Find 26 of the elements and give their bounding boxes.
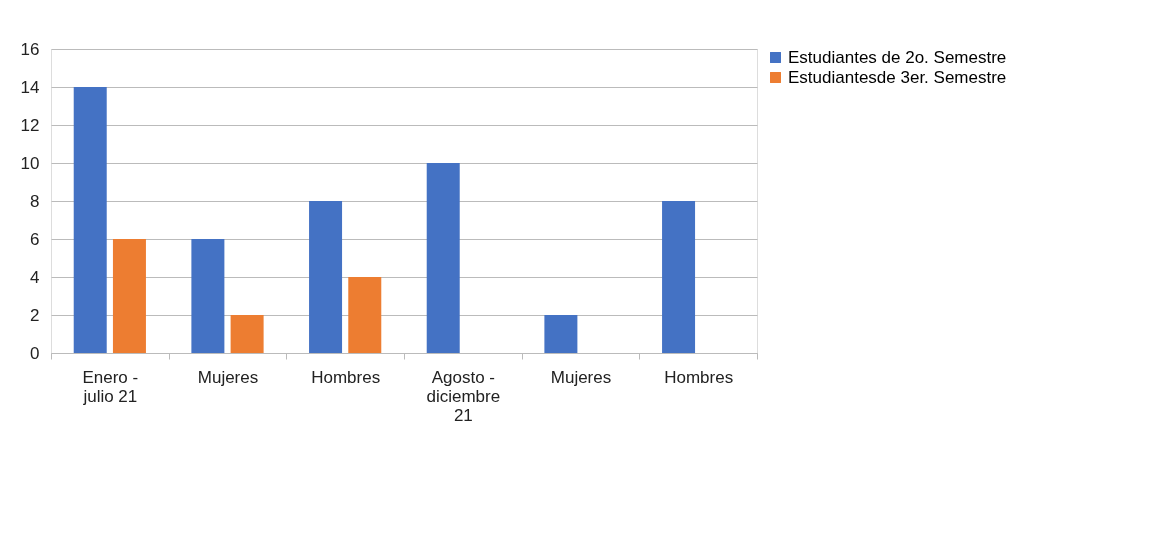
- x-tick-label: Hombres: [311, 367, 381, 387]
- y-tick-label: 8: [30, 191, 40, 211]
- x-tick-label: Agosto - diciembre 21: [426, 367, 501, 425]
- x-tick-label: Enero - julio 21: [82, 367, 139, 406]
- bar: [544, 315, 578, 353]
- y-tick-label: 12: [20, 115, 40, 135]
- y-tick-label: 10: [20, 153, 40, 173]
- y-tick-label: 0: [30, 343, 40, 363]
- x-tick-label: Hombres: [664, 367, 734, 387]
- bar: [426, 163, 460, 353]
- x-tick-label: Mujeres: [550, 367, 612, 387]
- y-tick-label: 4: [30, 267, 40, 287]
- y-tick-label: 16: [20, 39, 40, 59]
- legend-label: Estudiantesde 3er. Semestre: [788, 67, 1007, 87]
- bar: [309, 201, 343, 353]
- bar: [112, 239, 146, 353]
- y-tick-label: 2: [30, 305, 40, 325]
- bar: [348, 277, 382, 353]
- bar: [230, 315, 264, 353]
- bar: [191, 239, 225, 353]
- y-tick-label: 14: [20, 77, 40, 97]
- legend-label: Estudiantes de 2o. Semestre: [788, 47, 1007, 67]
- y-tick-label: 6: [30, 229, 40, 249]
- x-tick-label: Mujeres: [197, 367, 259, 387]
- bar: [73, 87, 107, 353]
- bar: [662, 201, 696, 353]
